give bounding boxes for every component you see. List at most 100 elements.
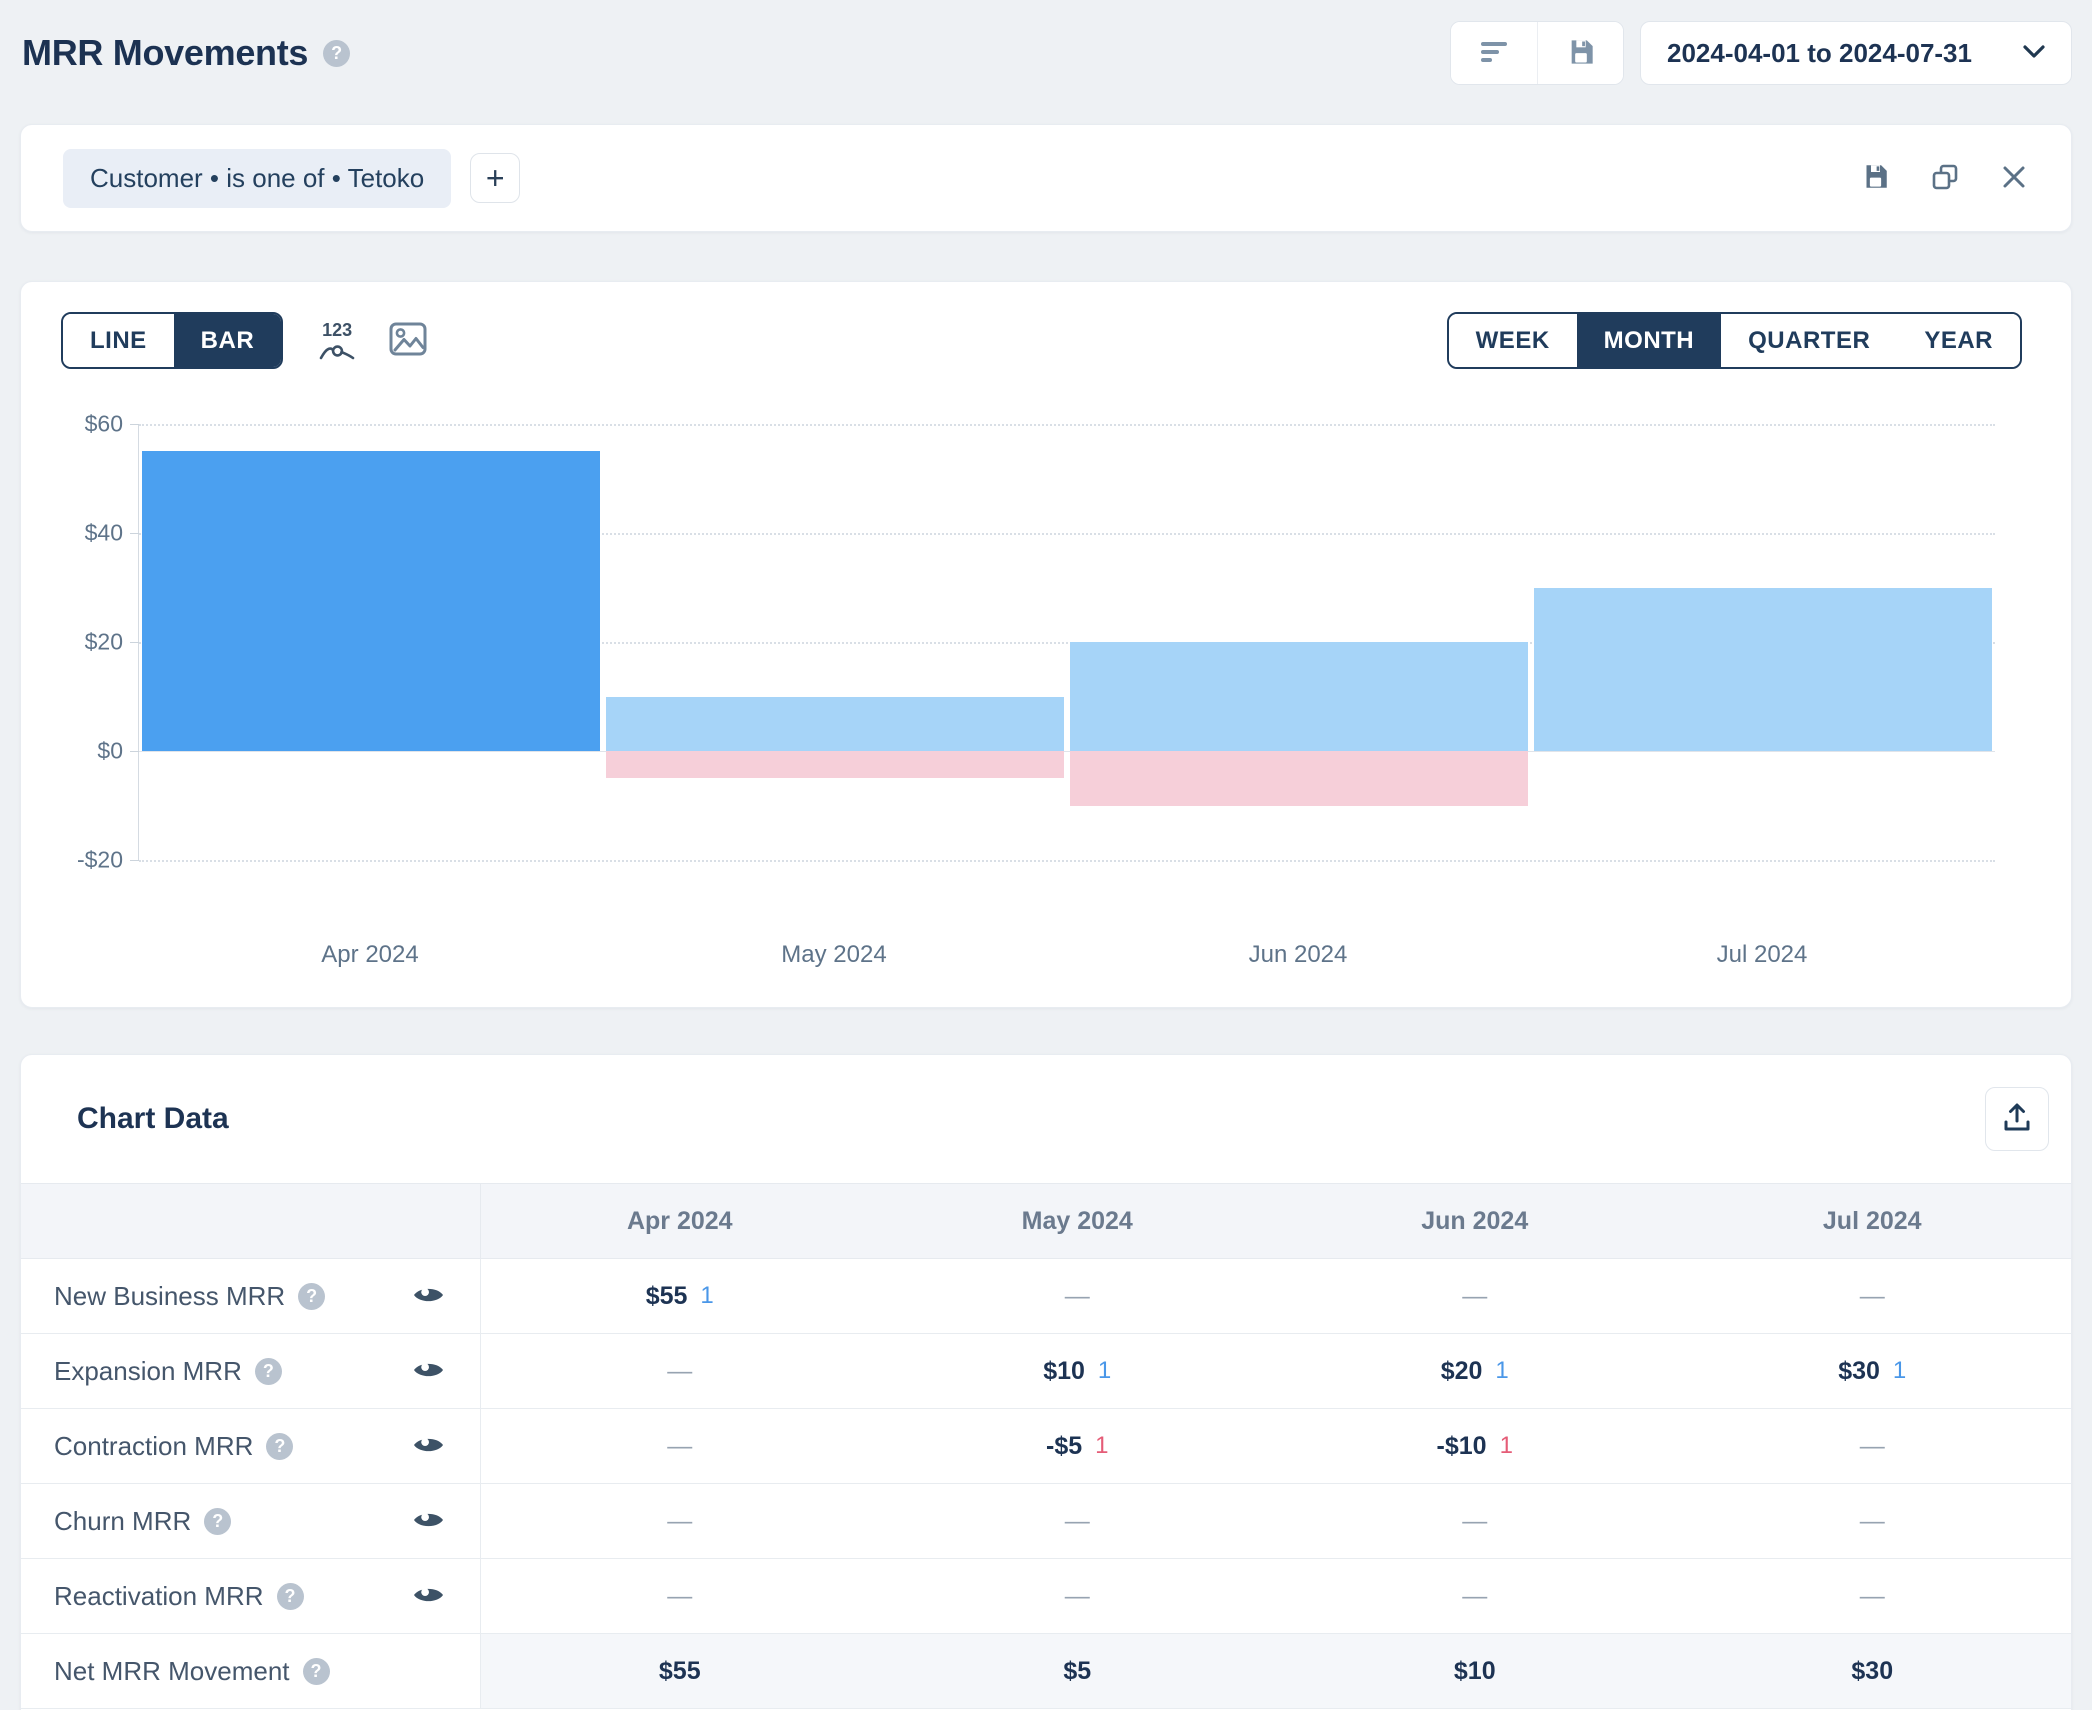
help-icon[interactable]: ? bbox=[204, 1507, 232, 1535]
y-axis-label: $20 bbox=[84, 628, 123, 655]
cell-value: $55 bbox=[658, 1656, 701, 1685]
save-view-button[interactable] bbox=[1537, 22, 1623, 84]
row-label: Net MRR Movement bbox=[54, 1655, 290, 1686]
table-cell: $20 1 bbox=[1276, 1334, 1674, 1408]
row-label-cell: Reactivation MRR? bbox=[21, 1559, 481, 1633]
help-icon[interactable]: ? bbox=[298, 1282, 326, 1310]
y-axis-tick bbox=[130, 533, 139, 534]
table-cell: — bbox=[1276, 1484, 1674, 1558]
chart-type-toggle: LINE BAR bbox=[61, 312, 284, 369]
empty-value: — bbox=[1064, 1581, 1090, 1610]
gridline bbox=[139, 860, 1995, 862]
chart-type-line[interactable]: LINE bbox=[63, 314, 174, 367]
x-axis-label: Apr 2024 bbox=[321, 941, 419, 968]
table-body: New Business MRR? $55 1 — — — Expansion MRR? — $… bbox=[21, 1259, 2071, 1709]
export-image-button[interactable] bbox=[389, 322, 427, 359]
filter-icon bbox=[1479, 40, 1509, 67]
toggle-series-visibility-button[interactable] bbox=[413, 1434, 444, 1459]
row-label: New Business MRR bbox=[54, 1280, 286, 1311]
cell-value: -$10 bbox=[1436, 1431, 1487, 1460]
table-cell: — bbox=[481, 1559, 879, 1633]
row-label-cell: Expansion MRR? bbox=[21, 1334, 481, 1408]
values-123-icon: 123 bbox=[322, 319, 353, 340]
toggle-series-visibility-button[interactable] bbox=[413, 1284, 444, 1309]
row-label-cell: New Business MRR? bbox=[21, 1259, 481, 1333]
table-cell: -$10 1 bbox=[1276, 1409, 1674, 1483]
duplicate-filter-button[interactable] bbox=[1931, 163, 1959, 194]
chart-toolbar: LINE BAR 123 WEEK MONTH QUARTER YEAR bbox=[21, 282, 2071, 369]
toggle-series-visibility-button[interactable] bbox=[413, 1359, 444, 1384]
toggle-series-visibility-button[interactable] bbox=[413, 1509, 444, 1534]
help-icon[interactable]: ? bbox=[276, 1582, 304, 1610]
topbar: MRR Movements ? 2024-04-01 to 2024-07-31 bbox=[0, 0, 2092, 86]
save-icon bbox=[1862, 163, 1889, 193]
filter-bar: Customer • is one of • Tetoko + bbox=[20, 124, 2072, 232]
help-icon[interactable]: ? bbox=[266, 1432, 294, 1460]
y-axis-label: -$20 bbox=[76, 846, 123, 873]
period-week[interactable]: WEEK bbox=[1448, 314, 1577, 367]
bar-segment-expansion-mrr[interactable] bbox=[1534, 587, 1992, 751]
image-icon bbox=[389, 322, 427, 359]
bar-segment-expansion-mrr[interactable] bbox=[1070, 642, 1528, 751]
cell-value: $10 bbox=[1043, 1356, 1085, 1385]
empty-value: — bbox=[1859, 1506, 1885, 1535]
clear-filter-button[interactable] bbox=[2001, 164, 2027, 193]
empty-value: — bbox=[667, 1506, 693, 1535]
column-header: May 2024 bbox=[1021, 1206, 1133, 1235]
filter-chip[interactable]: Customer • is one of • Tetoko bbox=[63, 148, 452, 208]
save-filter-button[interactable] bbox=[1862, 163, 1889, 193]
cell-value: $30 bbox=[1851, 1656, 1894, 1685]
cell-value: $55 bbox=[645, 1281, 688, 1310]
gridline bbox=[139, 751, 1995, 752]
chart-type-bar[interactable]: BAR bbox=[173, 314, 282, 367]
row-label-cell: Churn MRR? bbox=[21, 1484, 481, 1558]
table-cell: -$5 1 bbox=[879, 1409, 1277, 1483]
x-labels: Apr 2024 May 2024 Jun 2024 Jul 2024 bbox=[138, 941, 1994, 981]
table-header-row: Apr 2024 May 2024 Jun 2024 Jul 2024 bbox=[21, 1183, 2071, 1259]
table-cell: — bbox=[879, 1259, 1277, 1333]
show-values-button[interactable]: 123 bbox=[319, 321, 355, 361]
period-toggle: WEEK MONTH QUARTER YEAR bbox=[1446, 312, 2022, 369]
period-year[interactable]: YEAR bbox=[1897, 314, 2020, 367]
filter-button[interactable] bbox=[1451, 22, 1537, 84]
table-cell: — bbox=[1674, 1259, 2072, 1333]
bar-segment-contraction-mrr[interactable] bbox=[1070, 751, 1528, 806]
bar-segment-expansion-mrr[interactable] bbox=[606, 696, 1064, 751]
add-filter-button[interactable]: + bbox=[470, 153, 521, 203]
customer-count[interactable]: 1 bbox=[1095, 1432, 1109, 1459]
table-cell: — bbox=[1674, 1409, 2072, 1483]
eye-icon bbox=[413, 1434, 444, 1459]
x-axis-label: Jun 2024 bbox=[1248, 941, 1348, 968]
chart-data-header: Chart Data bbox=[21, 1055, 2071, 1183]
period-quarter[interactable]: QUARTER bbox=[1721, 314, 1898, 367]
help-icon[interactable]: ? bbox=[302, 1657, 330, 1685]
table-cell: — bbox=[1674, 1484, 2072, 1558]
bar-segment-new-business-mrr[interactable] bbox=[142, 451, 600, 751]
export-data-button[interactable] bbox=[1985, 1087, 2049, 1151]
topbar-icon-group bbox=[1450, 21, 1624, 85]
period-month[interactable]: MONTH bbox=[1576, 314, 1722, 367]
chart-panel: LINE BAR 123 WEEK MONTH QUARTER YEAR $60… bbox=[20, 281, 2072, 1008]
customer-count[interactable]: 1 bbox=[1495, 1357, 1509, 1384]
customer-count[interactable]: 1 bbox=[1892, 1357, 1907, 1384]
x-axis-label: Jul 2024 bbox=[1716, 941, 1808, 968]
export-icon bbox=[2001, 1102, 2033, 1137]
column-header: Jul 2024 bbox=[1822, 1206, 1922, 1235]
table-cell: $30 bbox=[1673, 1634, 2071, 1708]
help-icon[interactable]: ? bbox=[254, 1357, 282, 1385]
date-range-select[interactable]: 2024-04-01 to 2024-07-31 bbox=[1640, 21, 2072, 85]
table-row: Churn MRR? — — — — bbox=[21, 1484, 2071, 1559]
column-header-empty bbox=[21, 1184, 481, 1258]
row-label-cell: Net MRR Movement? bbox=[21, 1634, 481, 1708]
title-help-icon[interactable]: ? bbox=[323, 39, 351, 67]
customer-count[interactable]: 1 bbox=[1097, 1357, 1112, 1384]
customer-count[interactable]: 1 bbox=[1499, 1432, 1513, 1459]
table-row: Net MRR Movement? $55 $5 $10 $30 bbox=[21, 1634, 2071, 1709]
customer-count[interactable]: 1 bbox=[700, 1282, 714, 1309]
toggle-series-visibility-button[interactable] bbox=[413, 1584, 444, 1609]
mrr-bar-chart: $60 $40 $20 $0 -$20 Apr 2024 May 2024 Jun 2024… bbox=[21, 411, 2071, 968]
page-title: MRR Movements bbox=[22, 32, 309, 73]
table-row: New Business MRR? $55 1 — — — bbox=[21, 1259, 2071, 1334]
bar-segment-contraction-mrr[interactable] bbox=[606, 751, 1064, 779]
y-axis-label: $0 bbox=[97, 737, 123, 764]
